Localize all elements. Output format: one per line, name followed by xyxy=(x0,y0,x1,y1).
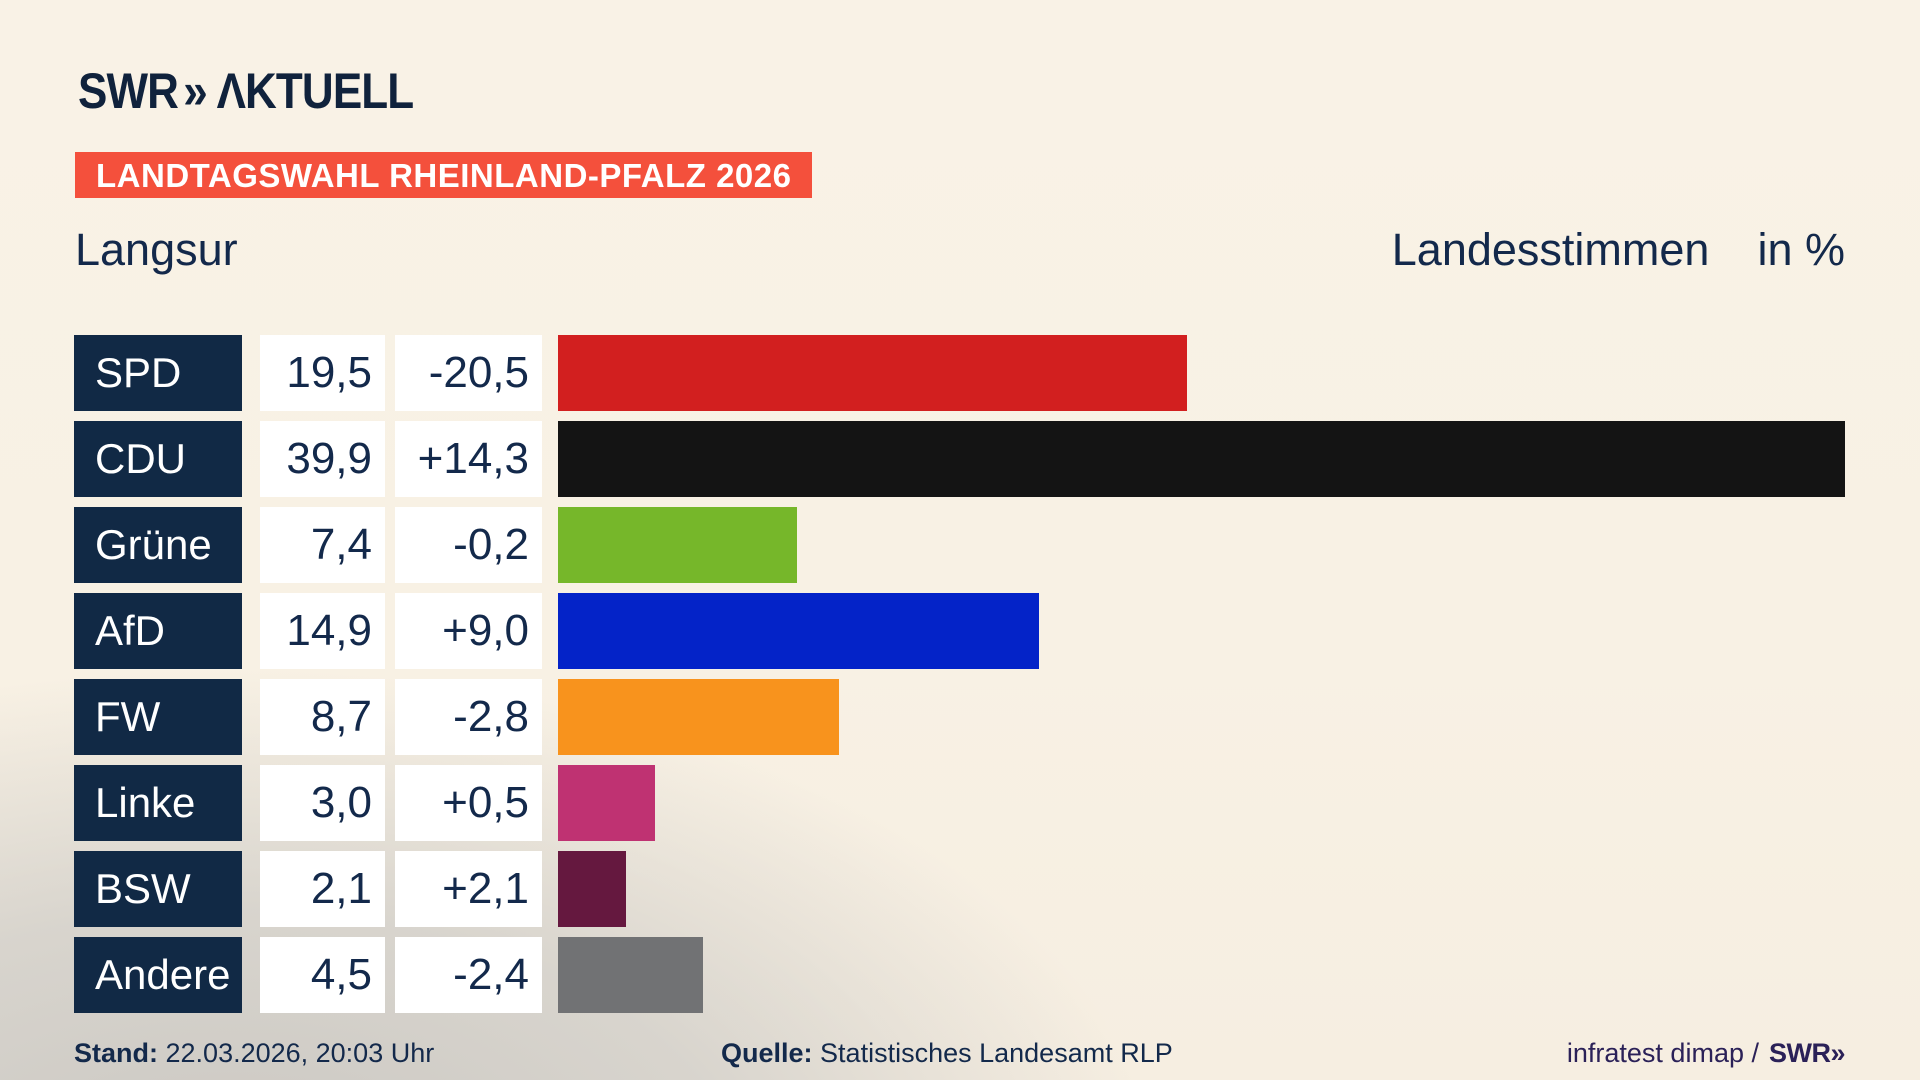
party-change: +0,5 xyxy=(395,765,542,841)
party-change: -2,8 xyxy=(395,679,542,755)
stand-label: Stand: xyxy=(74,1038,158,1068)
results-table: SPD 19,5 -20,5 CDU 39,9 +14,3 Grüne 7,4 … xyxy=(74,335,1920,1013)
party-bar xyxy=(558,593,1039,669)
party-bar xyxy=(558,421,1845,497)
source-note: Quelle: Statistisches Landesamt RLP xyxy=(721,1031,1173,1075)
result-row-linke: Linke 3,0 +0,5 xyxy=(74,765,1920,841)
logo-swr-text: SWR xyxy=(78,63,179,119)
credit-swr-logo: SWR» xyxy=(1768,1038,1846,1068)
party-value: 14,9 xyxy=(260,593,385,669)
subheader-row: Langsur Landesstimmen in % xyxy=(75,224,1845,278)
party-label: Linke xyxy=(74,765,242,841)
stand-timestamp: Stand: 22.03.2026, 20:03 Uhr xyxy=(74,1031,434,1075)
party-value: 39,9 xyxy=(260,421,385,497)
party-value: 3,0 xyxy=(260,765,385,841)
result-row-gruene: Grüne 7,4 -0,2 xyxy=(74,507,1920,583)
party-label: Andere xyxy=(74,937,242,1013)
party-change: -0,2 xyxy=(395,507,542,583)
party-bar xyxy=(558,507,797,583)
party-value: 19,5 xyxy=(260,335,385,411)
logo-chevron-icon: » xyxy=(183,63,207,119)
party-bar xyxy=(558,937,703,1013)
party-label: Grüne xyxy=(74,507,242,583)
municipality-title: Langsur xyxy=(75,224,238,275)
stand-value: 22.03.2026, 20:03 Uhr xyxy=(165,1038,435,1068)
measure-label: Landesstimmen xyxy=(1391,224,1710,275)
result-row-bsw: BSW 2,1 +2,1 xyxy=(74,851,1920,927)
party-label: AfD xyxy=(74,593,242,669)
party-label: SPD xyxy=(74,335,242,411)
credit-text: infratest dimap / xyxy=(1566,1038,1759,1068)
party-change: -20,5 xyxy=(395,335,542,411)
party-label: CDU xyxy=(74,421,242,497)
party-value: 7,4 xyxy=(260,507,385,583)
party-value: 2,1 xyxy=(260,851,385,927)
party-bar xyxy=(558,335,1187,411)
party-change: -2,4 xyxy=(395,937,542,1013)
source-label: Quelle: xyxy=(721,1038,813,1068)
party-label: FW xyxy=(74,679,242,755)
result-row-cdu: CDU 39,9 +14,3 xyxy=(74,421,1920,497)
party-change: +14,3 xyxy=(395,421,542,497)
source-value: Statistisches Landesamt RLP xyxy=(820,1038,1173,1068)
result-row-afd: AfD 14,9 +9,0 xyxy=(74,593,1920,669)
credit-note: infratest dimap / SWR» xyxy=(1566,1031,1846,1075)
logo-aktuell-text: ΛKTUELL xyxy=(216,63,415,119)
party-change: +2,1 xyxy=(395,851,542,927)
party-label: BSW xyxy=(74,851,242,927)
result-row-spd: SPD 19,5 -20,5 xyxy=(74,335,1920,411)
party-value: 4,5 xyxy=(260,937,385,1013)
party-bar xyxy=(558,851,626,927)
swr-aktuell-logo: SWR» ΛKTUELL xyxy=(78,63,415,119)
election-title-banner: LANDTAGSWAHL RHEINLAND-PFALZ 2026 xyxy=(75,152,813,198)
party-bar xyxy=(558,679,839,755)
footer: Stand: 22.03.2026, 20:03 Uhr Quelle: Sta… xyxy=(74,1031,1846,1075)
party-bar xyxy=(558,765,655,841)
unit-label: in % xyxy=(1757,224,1845,275)
party-change: +9,0 xyxy=(395,593,542,669)
party-value: 8,7 xyxy=(260,679,385,755)
result-row-fw: FW 8,7 -2,8 xyxy=(74,679,1920,755)
result-row-andere: Andere 4,5 -2,4 xyxy=(74,937,1920,1013)
measure-title: Landesstimmen in % xyxy=(1392,224,1845,276)
